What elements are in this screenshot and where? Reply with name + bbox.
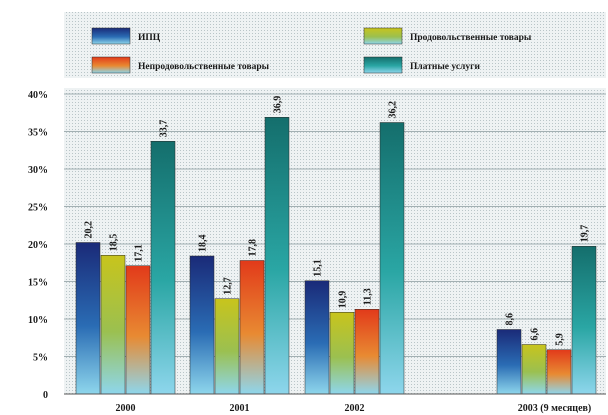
x-tick-label: 2003 (9 месяцев): [518, 403, 591, 414]
data-labels: 20,2 18,5 17,1 33,7 18,4 12,7 17,8 36,9 15,1 10,9…: [84, 96, 591, 346]
bars: [75, 117, 597, 395]
data-label: 19,7: [580, 225, 591, 243]
bar: [214, 298, 240, 395]
y-tick-label: 15%: [28, 278, 48, 289]
y-tick-label: 5%: [33, 353, 48, 364]
bar: [125, 265, 151, 395]
data-label: 20,2: [84, 221, 95, 239]
data-label: 6,6: [530, 328, 541, 341]
bar: [379, 122, 405, 395]
bar: [189, 255, 215, 395]
data-label: 36,2: [388, 101, 399, 119]
bar: [100, 255, 126, 395]
bar: [571, 246, 597, 395]
legend-swatch: [91, 56, 131, 74]
legend-swatch: [91, 27, 131, 45]
bar: [521, 344, 547, 395]
legend: ИПЦ Продовольственные товары Непродовольст…: [91, 27, 532, 74]
bar: [496, 329, 522, 395]
bar: [304, 280, 330, 395]
bar: [150, 141, 176, 395]
y-tick-label: 40%: [28, 90, 48, 101]
data-label: 5,9: [555, 333, 566, 346]
legend-label: Платные услуги: [410, 62, 480, 72]
data-label: 15,1: [313, 259, 324, 277]
bar: [264, 117, 290, 395]
legend-swatch: [363, 27, 403, 45]
legend-background: [64, 12, 606, 78]
y-tick-label: 30%: [28, 165, 48, 176]
bar: [75, 242, 101, 395]
y-tick-labels: 0 5% 10% 15% 20% 25% 30% 35% 40%: [28, 90, 48, 401]
data-label: 18,4: [198, 235, 209, 253]
legend-label: ИПЦ: [138, 33, 161, 43]
data-label: 36,9: [273, 96, 284, 114]
data-label: 10,9: [338, 291, 349, 309]
data-label: 12,7: [223, 277, 234, 295]
x-tick-labels: 2000 2001 2002 2003 (9 месяцев): [116, 403, 592, 414]
bar: [546, 349, 572, 395]
data-label: 18,5: [109, 234, 120, 252]
y-tick-label: 20%: [28, 240, 48, 251]
bar: [239, 260, 265, 395]
legend-label: Продовольственные товары: [410, 33, 532, 43]
y-tick-label: 0: [43, 390, 48, 401]
x-tick-label: 2000: [116, 403, 136, 414]
data-label: 17,1: [134, 244, 145, 262]
x-tick-label: 2001: [230, 403, 250, 414]
data-label: 11,3: [363, 288, 374, 305]
legend-label: Непродовольственные товары: [138, 62, 270, 72]
x-tick-label: 2002: [345, 403, 365, 414]
data-label: 33,7: [159, 120, 170, 138]
legend-swatch: [363, 56, 403, 74]
y-tick-label: 10%: [28, 315, 48, 326]
data-label: 17,8: [248, 239, 259, 257]
bar: [354, 309, 380, 395]
y-tick-label: 25%: [28, 203, 48, 214]
bar: [329, 312, 355, 395]
y-tick-label: 35%: [28, 128, 48, 139]
data-label: 8,6: [505, 313, 516, 326]
